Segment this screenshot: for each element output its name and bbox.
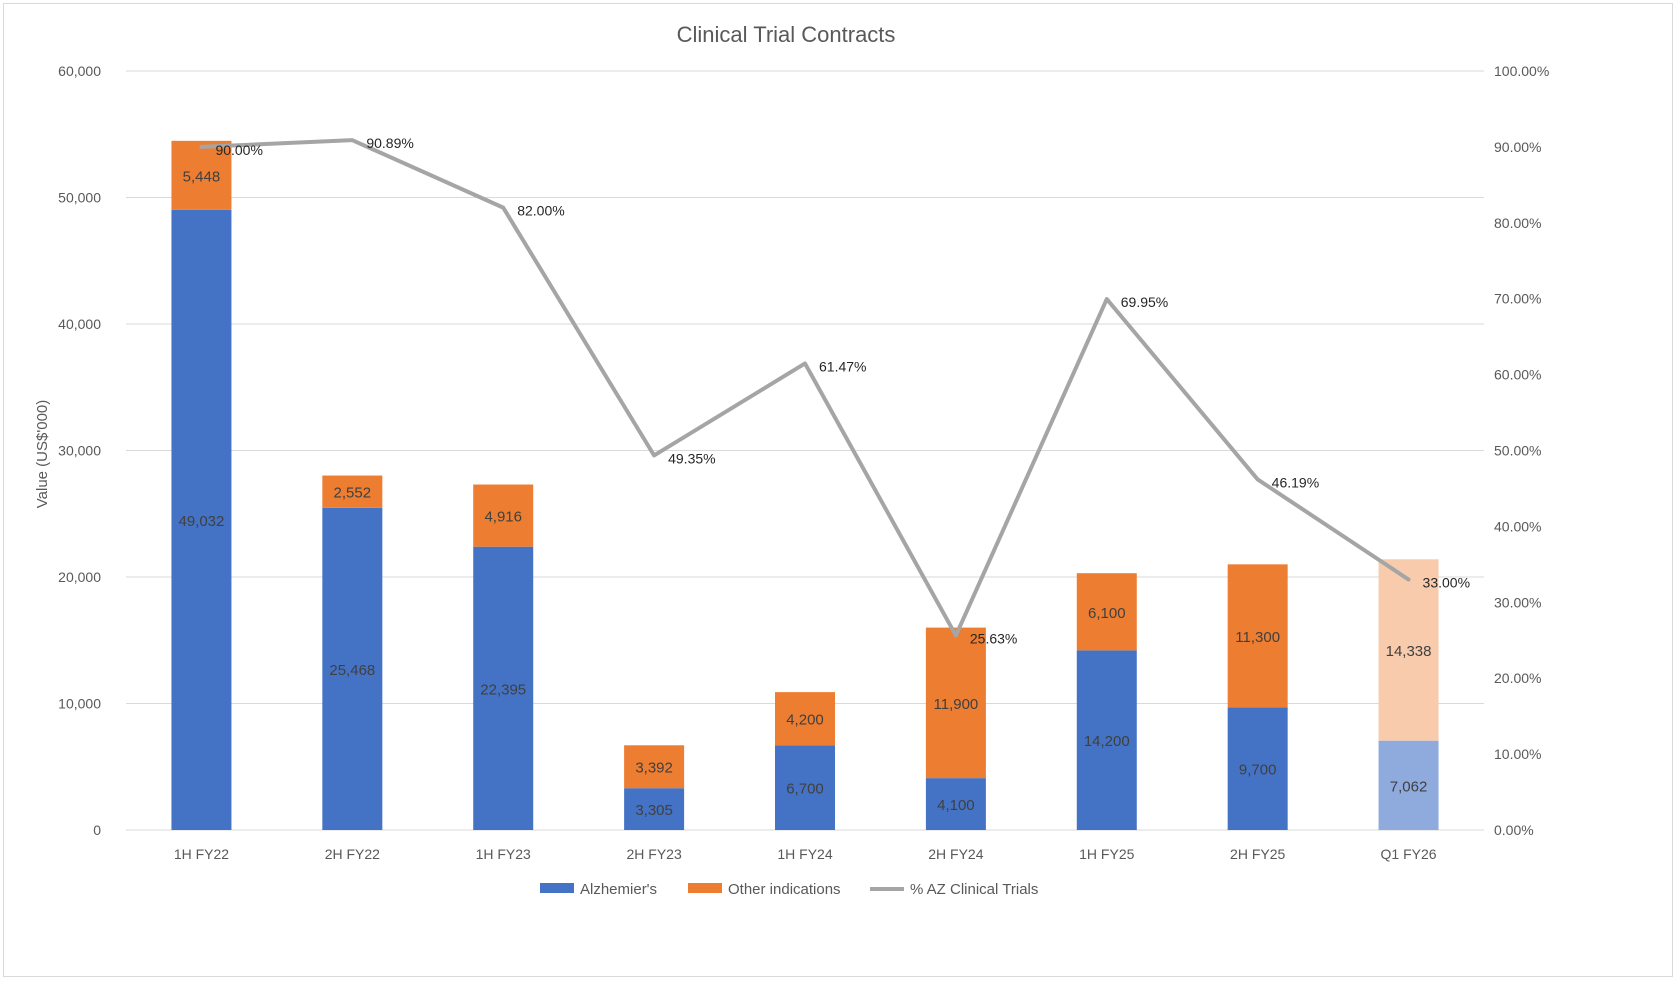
legend-item-alzheimers: Alzhemier's — [540, 881, 657, 898]
y2-tick-label: 80.00% — [1494, 215, 1541, 231]
y2-tick-label: 50.00% — [1494, 443, 1541, 459]
y2-tick-label: 40.00% — [1494, 518, 1541, 534]
y2-tick-label: 70.00% — [1494, 291, 1541, 307]
line-data-label: 82.00% — [517, 203, 564, 219]
bar-data-label: 6,700 — [786, 781, 824, 798]
y2-tick-label: 60.00% — [1494, 367, 1541, 383]
x-tick-label: 1H FY24 — [777, 846, 832, 862]
y-axis-title: Value (US$'000) — [34, 400, 51, 508]
line-percent-az-clinical-trials — [201, 140, 1408, 635]
line-data-label: 33.00% — [1423, 575, 1470, 591]
bar-data-label: 9,700 — [1239, 762, 1277, 779]
bar-data-label: 4,200 — [786, 712, 824, 729]
bar-data-label: 3,305 — [635, 802, 673, 819]
bar-data-label: 7,062 — [1390, 778, 1428, 795]
y-tick-label: 0 — [93, 822, 101, 838]
legend-label: Alzhemier's — [580, 881, 657, 898]
legend-label: Other indications — [728, 881, 841, 898]
y-tick-label: 20,000 — [58, 569, 101, 585]
bar-data-label: 22,395 — [480, 681, 526, 698]
legend: Alzhemier's Other indications % AZ Clinica… — [540, 881, 1038, 898]
y-tick-label: 30,000 — [58, 443, 101, 459]
y2-tick-label: 30.00% — [1494, 594, 1541, 610]
line-data-label: 46.19% — [1272, 474, 1319, 490]
chart-frame: Clinical Trial Contracts Value (US$'000)… — [3, 3, 1673, 977]
bar-data-label: 6,100 — [1088, 605, 1126, 622]
bar-data-label: 4,916 — [484, 509, 522, 526]
line-data-label: 90.00% — [215, 142, 262, 158]
y2-tick-label: 100.00% — [1494, 63, 1549, 79]
line-data-label: 69.95% — [1121, 294, 1168, 310]
y-axis-ticks: 0 10,000 20,000 30,000 40,000 50,000 60,000 — [58, 63, 101, 838]
y2-tick-label: 10.00% — [1494, 746, 1541, 762]
y2-tick-label: 0.00% — [1494, 822, 1534, 838]
line-data-label: 61.47% — [819, 358, 866, 374]
y2-tick-label: 20.00% — [1494, 670, 1541, 686]
bar-data-label: 3,392 — [635, 760, 673, 777]
bar-data-label: 14,338 — [1386, 643, 1432, 660]
bar-data-label: 25,468 — [329, 662, 375, 679]
bar-data-label: 5,448 — [183, 168, 221, 185]
legend-item-percent-az: % AZ Clinical Trials — [870, 881, 1038, 898]
legend-label: % AZ Clinical Trials — [910, 881, 1038, 898]
bar-data-label: 11,300 — [1235, 629, 1280, 646]
bar-data-label: 2,552 — [334, 485, 372, 502]
legend-swatch — [540, 883, 574, 893]
x-tick-label: 2H FY24 — [928, 846, 983, 862]
y-tick-label: 60,000 — [58, 63, 101, 79]
line-data-label: 25.63% — [970, 630, 1017, 646]
x-tick-label: 1H FY23 — [476, 846, 531, 862]
x-tick-label: 2H FY25 — [1230, 846, 1285, 862]
legend-item-other-indications: Other indications — [688, 881, 841, 898]
line-series — [201, 140, 1408, 636]
bar-data-label: 49,032 — [178, 513, 224, 530]
x-tick-label: Q1 FY26 — [1381, 846, 1437, 862]
x-tick-label: 1H FY22 — [174, 846, 229, 862]
line-data-label: 49.35% — [668, 450, 715, 466]
bar-data-label: 11,900 — [934, 696, 979, 713]
x-tick-label: 2H FY22 — [325, 846, 380, 862]
x-tick-label: 1H FY25 — [1079, 846, 1134, 862]
legend-swatch — [688, 883, 722, 893]
y-tick-label: 10,000 — [58, 696, 101, 712]
secondary-y-axis-ticks: 0.00% 10.00% 20.00% 30.00% 40.00% 50.00% 60.00… — [1494, 63, 1549, 838]
chart-title: Clinical Trial Contracts — [677, 22, 896, 47]
y-tick-label: 40,000 — [58, 316, 101, 332]
bar-data-label: 4,100 — [937, 797, 975, 814]
line-data-label: 90.89% — [366, 135, 413, 151]
clinical-trial-contracts-chart: Clinical Trial Contracts Value (US$'000)… — [4, 4, 1674, 978]
x-axis-ticks: 1H FY22 2H FY22 1H FY23 2H FY23 1H FY24 2H FY… — [174, 846, 1437, 862]
y-tick-label: 50,000 — [58, 190, 101, 206]
y2-tick-label: 90.00% — [1494, 139, 1541, 155]
bar-data-label: 14,200 — [1084, 733, 1130, 750]
x-tick-label: 2H FY23 — [626, 846, 681, 862]
